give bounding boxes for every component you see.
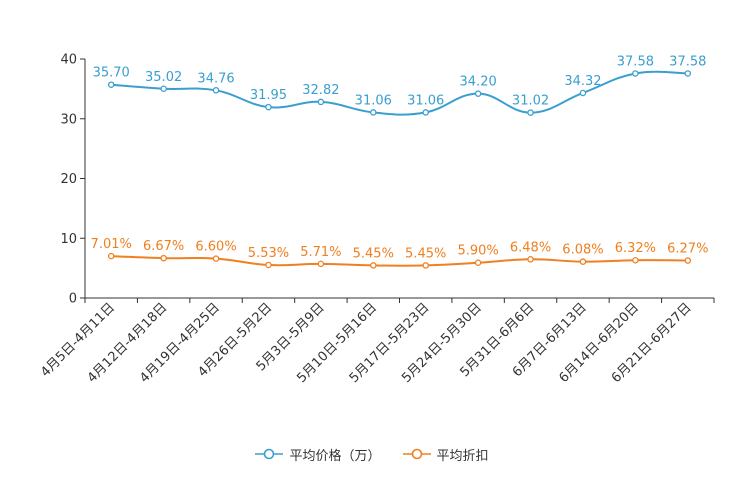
data-point xyxy=(527,109,534,116)
data-label: 37.58 xyxy=(617,54,654,69)
data-point xyxy=(474,90,482,97)
legend-line-circle-icon xyxy=(255,448,284,460)
legend-item-price[interactable]: 平均价格（万） xyxy=(255,445,381,464)
data-point xyxy=(265,103,272,111)
data-point xyxy=(684,257,692,264)
series-discount: 7.01% 6.67% 6.60% 5.53% 5.71% 5.45% 5.45% 5.90%… xyxy=(91,237,708,269)
data-label: 6.27% xyxy=(667,242,708,257)
data-point xyxy=(107,81,115,88)
data-point xyxy=(579,89,587,97)
y-tick-label: 40 xyxy=(60,53,77,68)
data-label: 6.67% xyxy=(143,239,184,254)
data-label: 34.76 xyxy=(197,71,234,86)
y-axis: 0 10 20 30 40 xyxy=(60,53,86,307)
data-point xyxy=(579,258,587,265)
data-label: 7.01% xyxy=(91,237,132,252)
data-label: 6.08% xyxy=(562,243,603,258)
data-label: 35.70 xyxy=(93,66,130,81)
data-label: 34.32 xyxy=(564,74,601,89)
legend-label-price: 平均价格（万） xyxy=(289,448,381,464)
data-point xyxy=(317,260,325,268)
data-point xyxy=(160,254,167,262)
data-point xyxy=(632,256,639,264)
data-point xyxy=(422,109,429,116)
y-tick-label: 20 xyxy=(60,172,77,187)
data-point xyxy=(527,256,534,263)
legend-item-discount[interactable]: 平均折扣 xyxy=(402,445,489,464)
y-tick-label: 0 xyxy=(69,292,77,307)
data-point xyxy=(265,261,272,269)
data-point xyxy=(160,85,167,93)
series-line xyxy=(111,70,688,116)
series-layer: 35.70 35.02 34.76 31.95 32.82 31.06 31.06 34.20… xyxy=(91,54,708,269)
data-label: 6.60% xyxy=(195,240,236,255)
x-axis: 4月5日-4月11日4月12日-4月18日4月19日-4月25日4月26日-5月… xyxy=(38,297,715,386)
data-label: 5.45% xyxy=(353,246,394,261)
data-point xyxy=(474,259,482,266)
data-point xyxy=(212,87,220,94)
data-label: 6.32% xyxy=(615,241,656,256)
data-point xyxy=(212,255,220,262)
data-point xyxy=(422,262,429,269)
data-label: 5.90% xyxy=(457,244,498,259)
series-price: 35.70 35.02 34.76 31.95 32.82 31.06 31.06 34.20… xyxy=(93,54,706,116)
data-label: 34.20 xyxy=(460,75,497,90)
data-point xyxy=(370,262,377,269)
data-label: 35.02 xyxy=(145,70,182,85)
data-point xyxy=(632,70,639,77)
legend-line-circle-icon xyxy=(402,448,431,460)
data-label: 6.48% xyxy=(510,240,551,255)
data-point xyxy=(684,70,692,77)
y-tick-label: 30 xyxy=(60,112,77,127)
y-tick-label: 10 xyxy=(60,232,77,247)
data-label: 31.95 xyxy=(250,88,287,103)
series-line xyxy=(111,255,688,267)
data-label: 37.58 xyxy=(669,54,706,69)
data-point xyxy=(317,98,325,106)
legend-label-discount: 平均折扣 xyxy=(436,448,489,464)
data-label: 32.82 xyxy=(302,83,339,98)
legend: 平均价格（万） 平均折扣 xyxy=(0,442,744,466)
data-label: 5.71% xyxy=(300,245,341,260)
data-label: 5.45% xyxy=(405,246,446,261)
data-label: 31.06 xyxy=(407,93,444,108)
data-point xyxy=(107,252,115,260)
data-label: 31.06 xyxy=(355,93,392,108)
data-label: 31.02 xyxy=(512,94,549,109)
data-label: 5.53% xyxy=(248,246,289,261)
data-point xyxy=(370,109,377,116)
